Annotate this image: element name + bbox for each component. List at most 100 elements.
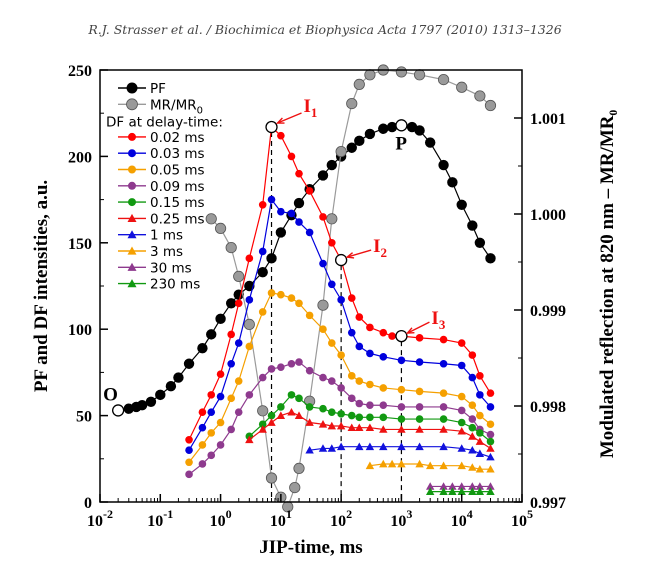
data-point [327,444,337,452]
data-point [476,411,484,420]
data-point [366,413,374,422]
data-point [486,487,495,495]
dashed-guides [270,132,403,502]
data-point [425,461,435,470]
data-point [425,487,435,495]
data-point [425,482,435,490]
data-point [257,266,268,278]
data-point [379,413,388,422]
data-point [198,460,207,468]
legend-item: PF [118,81,166,97]
data-point [457,426,466,435]
data-point [234,377,243,385]
legend-label: 0.03 ms [150,146,205,162]
annotations: O P I1 I2 I3 [103,96,446,417]
data-point [328,280,336,289]
legend-marker [128,181,136,190]
legend-label: 0.25 ms [150,211,205,227]
data-point [234,299,243,308]
legend-marker [127,213,137,222]
data-point [287,152,296,161]
data-point [267,289,276,297]
data-point [415,387,424,396]
data-point [379,384,388,392]
data-point [183,358,195,369]
data-point [437,74,450,86]
data-point [365,442,375,451]
data-point [468,445,477,454]
data-point [215,313,226,325]
data-point [287,391,296,399]
legend-label: 3 ms [150,244,183,260]
data-point [326,159,338,171]
data-point [245,342,254,351]
arrow-i2-head [345,252,355,259]
data-point [439,442,448,451]
data-point [474,90,486,102]
legend-marker [127,246,137,255]
y-axis-title: PF and DF intensities, a.u. [31,180,52,392]
data-point [205,213,217,225]
data-point [439,425,448,433]
legend-label: 0.05 ms [150,163,205,179]
data-point [287,407,296,416]
data-point [475,437,485,445]
data-point [326,213,338,225]
data-point [185,470,193,479]
series-line [188,125,491,441]
data-point [258,308,267,316]
data-point [365,423,375,432]
data-point [266,253,277,264]
data-point [468,463,477,471]
label-i1: I1 [304,96,318,120]
legend-item: 230 ms [118,277,200,293]
data-point [185,458,193,467]
legend-label: MR/MR0 [150,97,203,116]
data-point [347,328,356,337]
data-point [185,435,193,444]
data-point [155,389,166,401]
legend-label: 0.15 ms [150,195,205,211]
data-point [198,423,207,432]
data-point [216,370,225,378]
data-point [475,449,485,457]
data-point [395,66,408,78]
data-point [227,330,235,339]
data-point [366,349,374,358]
data-point [136,400,148,411]
data-point [457,482,466,490]
data-point [457,339,466,347]
data-point [439,359,448,368]
data-point [448,487,457,495]
data-point [258,420,267,429]
data-point [267,418,276,426]
data-point [198,408,207,416]
data-point [257,405,269,417]
y2-tick-label: 1.000 [530,207,566,224]
data-point [457,444,466,452]
data-point [216,418,225,427]
data-point [387,459,397,468]
data-point [277,207,285,216]
data-point [337,384,345,392]
series-0-25-ms [245,407,495,452]
series-30-ms [425,482,495,490]
point-i3 [395,329,408,343]
point-i2 [334,253,348,267]
data-point [468,423,477,432]
data-point [415,403,424,411]
data-point [415,334,424,342]
data-point [415,358,424,366]
data-point [456,199,467,210]
data-point [397,385,406,394]
data-point [379,425,388,433]
data-point [457,487,466,495]
data-point [439,403,448,411]
data-point [185,446,193,454]
data-point [486,403,495,411]
legend-marker [127,230,137,239]
legend-marker [127,262,137,271]
legend-item: 0.03 ms [118,146,205,162]
series-0-15-ms [245,391,495,446]
